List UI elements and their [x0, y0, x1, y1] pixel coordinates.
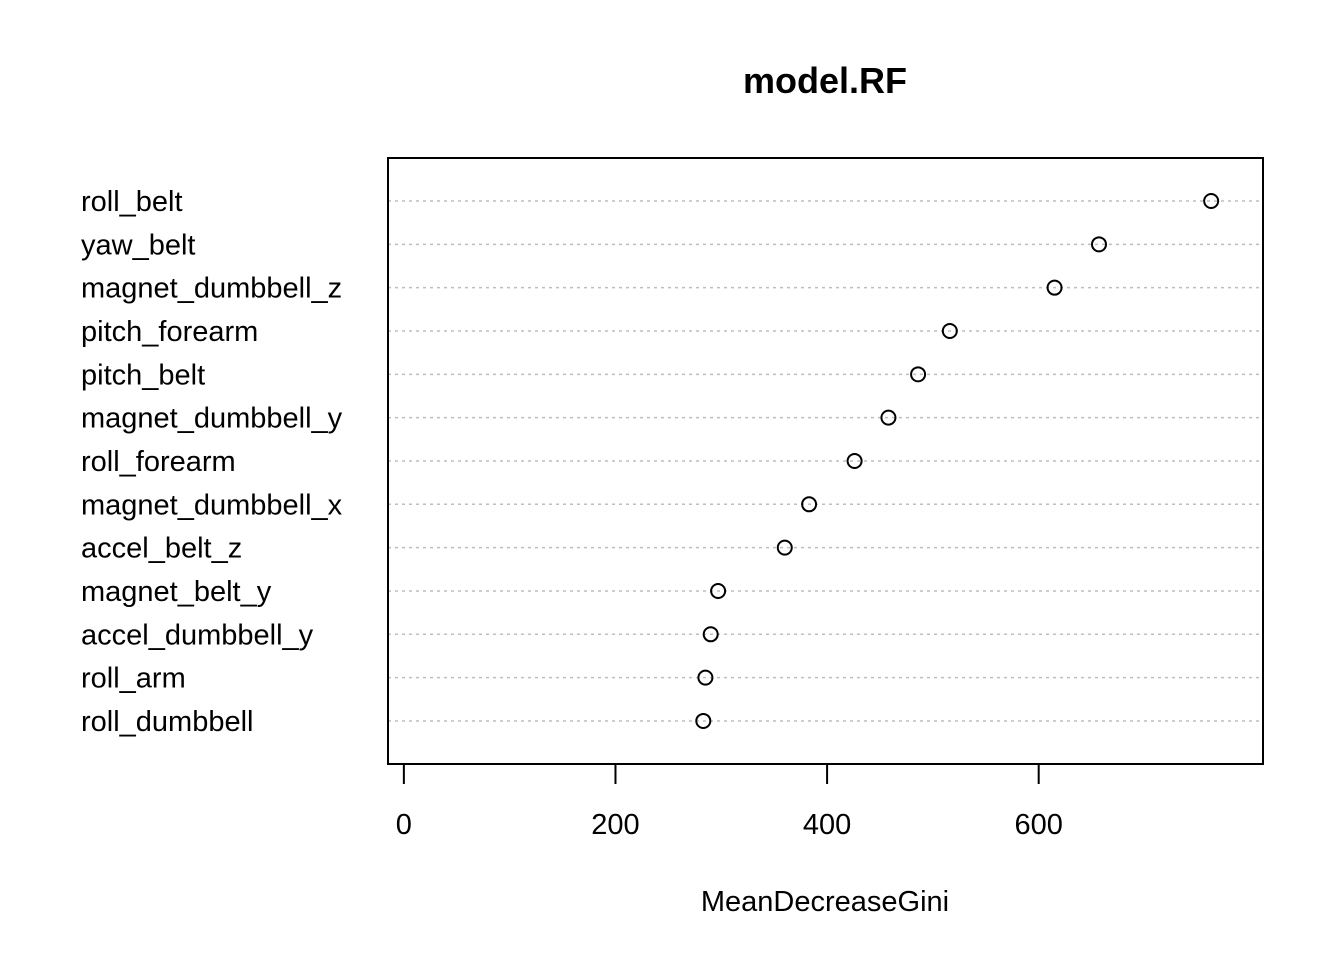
category-label: accel_dumbbell_y — [81, 619, 314, 651]
x-tick-label: 600 — [1015, 809, 1063, 841]
category-label: accel_belt_z — [81, 533, 242, 565]
data-point-magnet-dumbbell-y — [880, 409, 897, 426]
data-point-roll-belt — [1203, 193, 1220, 209]
category-labels: roll_belt yaw_belt magnet_dumbbell_z pitch_… — [81, 186, 343, 738]
x-tick-label: 0 — [396, 809, 412, 841]
x-axis-label: MeanDecreaseGini — [701, 886, 949, 918]
category-label: yaw_belt — [81, 229, 195, 261]
data-point-roll-forearm — [846, 452, 863, 469]
data-point-pitch-forearm — [941, 322, 958, 339]
data-point-accel-dumbbell-y — [702, 626, 719, 643]
category-label: magnet_belt_y — [81, 576, 272, 608]
data-point-magnet-dumbbell-z — [1046, 279, 1063, 296]
category-label: magnet_dumbbell_y — [81, 403, 343, 435]
category-label: roll_arm — [81, 663, 186, 695]
x-tick-label: 400 — [803, 809, 851, 841]
category-label: roll_belt — [81, 186, 183, 218]
data-point-pitch-belt — [910, 366, 927, 383]
data-point-magnet-belt-y — [710, 582, 727, 599]
category-label: magnet_dumbbell_z — [81, 273, 342, 305]
data-point-yaw-belt — [1091, 236, 1108, 253]
category-label: pitch_belt — [81, 359, 205, 391]
category-label: magnet_dumbbell_x — [81, 489, 343, 521]
category-label: roll_forearm — [81, 446, 236, 478]
x-axis: 0 200 400 600 — [396, 763, 1063, 841]
grid-lines — [388, 200, 1263, 722]
x-tick-label: 200 — [591, 809, 639, 841]
category-label: pitch_forearm — [81, 316, 258, 348]
plot-frame — [387, 157, 1264, 765]
category-label: roll_dumbbell — [81, 706, 254, 738]
data-point-magnet-dumbbell-x — [801, 496, 818, 513]
data-points — [695, 193, 1220, 729]
data-point-roll-dumbbell — [695, 712, 712, 729]
data-point-roll-arm — [697, 669, 714, 686]
data-point-accel-belt-z — [776, 539, 793, 556]
chart-title: model.RF — [743, 60, 907, 101]
